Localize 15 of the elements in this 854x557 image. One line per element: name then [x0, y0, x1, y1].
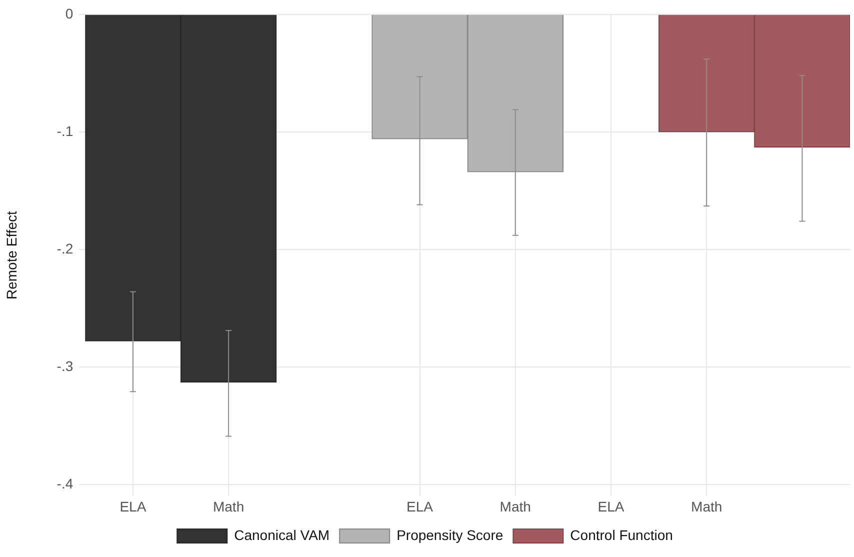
x-tick-label: Math — [691, 498, 722, 514]
y-tick-label: 0 — [65, 5, 74, 22]
x-tick-label: Math — [212, 498, 244, 514]
legend-label: Propensity Score — [396, 526, 504, 543]
x-tick-label: ELA — [406, 498, 434, 514]
y-tick-label: -.2 — [56, 240, 74, 256]
y-tick-label: -.1 — [56, 122, 74, 139]
legend-label: Control Function — [570, 526, 673, 543]
x-tick-label: ELA — [120, 498, 147, 514]
y-tick-label: -.3 — [56, 358, 74, 374]
y-axis-title: Remote Effect — [3, 210, 20, 300]
legend-label: Canonical VAM — [234, 526, 330, 543]
x-tick-label: Math — [500, 498, 531, 514]
x-tick-label: ELA — [598, 498, 625, 514]
y-tick-label: -.4 — [56, 475, 74, 492]
